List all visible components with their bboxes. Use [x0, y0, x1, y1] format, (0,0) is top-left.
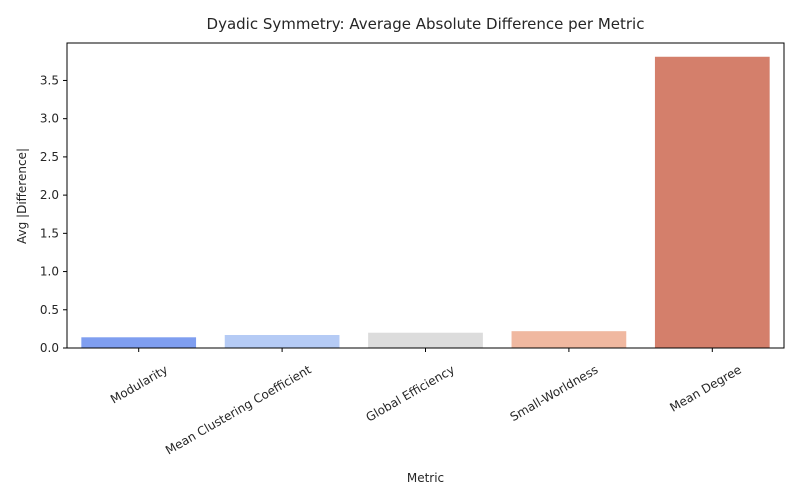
- y-tick-label: 2.0: [40, 188, 59, 202]
- x-tick-label: Mean Clustering Coefficient: [163, 362, 314, 457]
- x-tick-label: Small-Worldness: [508, 362, 601, 424]
- x-axis-label: Metric: [407, 471, 444, 485]
- y-tick-label: 0.5: [40, 303, 59, 317]
- x-tick-label: Mean Degree: [667, 362, 743, 414]
- plot-frame: [66, 42, 785, 349]
- bar-small-worldness: [511, 331, 627, 348]
- bar-modularity: [81, 337, 197, 348]
- y-tick-label: 3.5: [40, 73, 59, 87]
- bar-mean-degree: [654, 56, 770, 348]
- bar-mean-clustering-coefficient: [224, 335, 340, 348]
- bar-global-efficiency: [368, 332, 483, 348]
- y-tick-label: 1.0: [40, 265, 59, 279]
- y-axis: 0.0 0.5 1.0 1.5 2.0 2.5 3.0 3.5: [40, 73, 67, 355]
- y-tick-label: 0.0: [40, 341, 59, 355]
- y-tick-label: 2.5: [40, 150, 59, 164]
- x-tick-label: Global Efficiency: [363, 362, 457, 424]
- y-tick-label: 1.5: [40, 226, 59, 240]
- y-tick-label: 3.0: [40, 112, 59, 126]
- bars-group: [81, 56, 770, 348]
- y-axis-label: Avg |Difference|: [15, 148, 29, 244]
- x-tick-label: Modularity: [108, 362, 170, 406]
- chart-title: Dyadic Symmetry: Average Absolute Differ…: [207, 15, 645, 33]
